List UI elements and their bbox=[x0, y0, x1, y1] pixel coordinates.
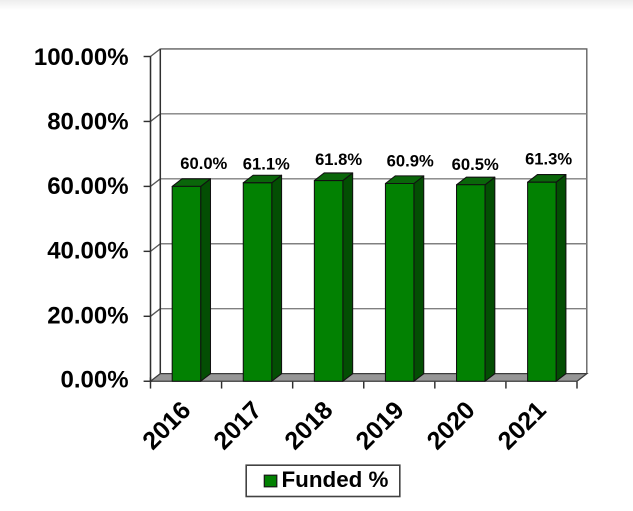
svg-text:60.00%: 60.00% bbox=[47, 173, 128, 200]
svg-text:100.00%: 100.00% bbox=[34, 44, 129, 71]
svg-text:61.3%: 61.3% bbox=[525, 149, 572, 168]
svg-text:Funded %: Funded % bbox=[282, 467, 389, 492]
svg-text:20.00%: 20.00% bbox=[47, 302, 128, 329]
svg-text:0.00%: 0.00% bbox=[61, 367, 129, 394]
svg-text:40.00%: 40.00% bbox=[47, 238, 128, 265]
svg-text:60.5%: 60.5% bbox=[452, 155, 499, 174]
svg-text:60.0%: 60.0% bbox=[180, 154, 227, 173]
svg-text:60.9%: 60.9% bbox=[387, 152, 434, 171]
svg-text:61.1%: 61.1% bbox=[243, 155, 290, 174]
svg-text:80.00%: 80.00% bbox=[47, 109, 128, 136]
svg-text:61.8%: 61.8% bbox=[315, 150, 362, 169]
